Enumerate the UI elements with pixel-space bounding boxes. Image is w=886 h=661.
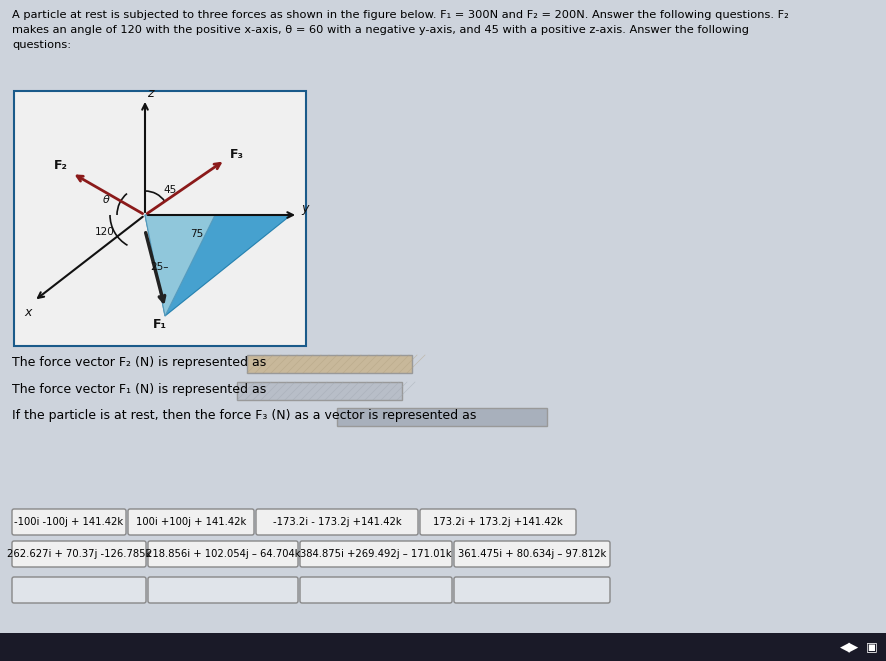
Polygon shape bbox=[144, 215, 214, 316]
FancyBboxPatch shape bbox=[299, 541, 452, 567]
Text: 25–: 25– bbox=[150, 262, 168, 272]
Polygon shape bbox=[144, 215, 291, 316]
Bar bbox=[14, 91, 306, 346]
FancyBboxPatch shape bbox=[12, 541, 146, 567]
Text: F₁: F₁ bbox=[152, 318, 167, 331]
Text: 120: 120 bbox=[95, 227, 114, 237]
FancyBboxPatch shape bbox=[12, 509, 126, 535]
Text: 75: 75 bbox=[190, 229, 203, 239]
Text: 384.875i +269.492j – 171.01k: 384.875i +269.492j – 171.01k bbox=[299, 549, 451, 559]
Text: -100i -100j + 141.42k: -100i -100j + 141.42k bbox=[14, 517, 123, 527]
Bar bbox=[237, 382, 401, 400]
Text: -173.2i - 173.2j +141.42k: -173.2i - 173.2j +141.42k bbox=[272, 517, 400, 527]
Text: The force vector F₂ (N) is represented as: The force vector F₂ (N) is represented a… bbox=[12, 356, 266, 369]
FancyBboxPatch shape bbox=[148, 541, 298, 567]
Text: F₃: F₃ bbox=[229, 148, 244, 161]
Text: 100i +100j + 141.42k: 100i +100j + 141.42k bbox=[136, 517, 245, 527]
FancyBboxPatch shape bbox=[299, 577, 452, 603]
FancyBboxPatch shape bbox=[454, 541, 610, 567]
Text: questions:: questions: bbox=[12, 40, 71, 50]
Bar bbox=[0, 633, 886, 661]
FancyBboxPatch shape bbox=[148, 577, 298, 603]
Text: ◀▶: ◀▶ bbox=[839, 641, 859, 654]
Text: 218.856i + 102.054j – 64.704k: 218.856i + 102.054j – 64.704k bbox=[145, 549, 300, 559]
Text: makes an angle of 120 with the positive x-axis, θ = 60 with a negative y-axis, a: makes an angle of 120 with the positive … bbox=[12, 25, 748, 35]
Text: ▣: ▣ bbox=[865, 641, 877, 654]
Text: The force vector F₁ (N) is represented as: The force vector F₁ (N) is represented a… bbox=[12, 383, 266, 396]
FancyBboxPatch shape bbox=[12, 577, 146, 603]
Text: A particle at rest is subjected to three forces as shown in the figure below. F₁: A particle at rest is subjected to three… bbox=[12, 10, 788, 20]
Text: 361.475i + 80.634j – 97.812k: 361.475i + 80.634j – 97.812k bbox=[457, 549, 605, 559]
Bar bbox=[337, 408, 547, 426]
FancyBboxPatch shape bbox=[256, 509, 417, 535]
FancyBboxPatch shape bbox=[128, 509, 253, 535]
Text: y: y bbox=[300, 202, 308, 215]
Bar bbox=[246, 355, 411, 373]
Text: 262.627i + 70.37j -126.785k: 262.627i + 70.37j -126.785k bbox=[7, 549, 151, 559]
Text: F₂: F₂ bbox=[54, 159, 68, 172]
Text: 173.2i + 173.2j +141.42k: 173.2i + 173.2j +141.42k bbox=[432, 517, 563, 527]
Text: 45: 45 bbox=[163, 185, 176, 195]
FancyBboxPatch shape bbox=[454, 577, 610, 603]
Text: x: x bbox=[24, 306, 31, 319]
FancyBboxPatch shape bbox=[420, 509, 575, 535]
Text: z: z bbox=[147, 87, 153, 100]
Text: θ: θ bbox=[103, 195, 110, 205]
Text: If the particle is at rest, then the force F₃ (N) as a vector is represented as: If the particle is at rest, then the for… bbox=[12, 409, 476, 422]
